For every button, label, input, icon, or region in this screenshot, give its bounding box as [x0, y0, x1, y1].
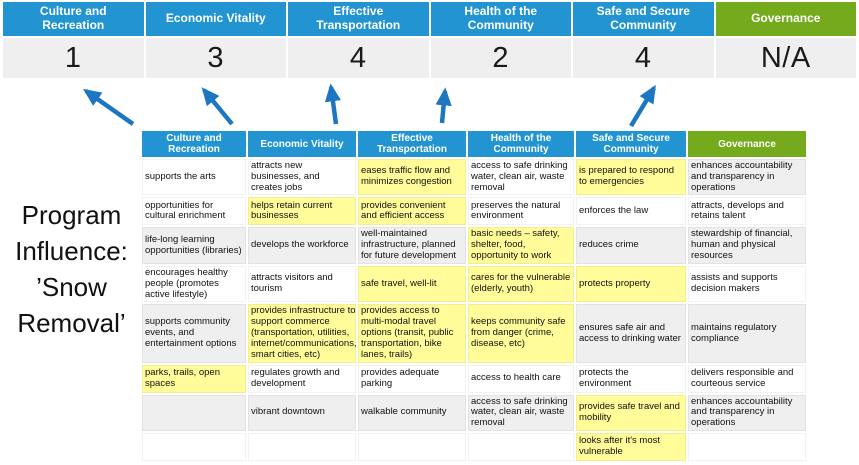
banner-header-culture-and-recreation: Culture and Recreation [3, 2, 144, 36]
matrix-header-effective-transportation: Effective Transportation [358, 131, 466, 157]
matrix-cell-r1-c6: enhances accountability and transparency… [688, 159, 806, 196]
matrix-cell-r5-c4: keeps community safe from danger (crime,… [468, 304, 574, 363]
matrix-header-safe-and-secure-community: Safe and Secure Community [576, 131, 686, 157]
matrix-cell-r6-c4: access to health care [468, 364, 574, 393]
matrix-cell-r1-c3: eases traffic flow and minimizes congest… [358, 159, 466, 196]
matrix-cell-r2-c1: opportunities for cultural enrichment [142, 197, 246, 226]
matrix-cell-r6-c6: delivers responsible and courteous servi… [688, 364, 806, 393]
matrix-cell-r3-c3: well-maintained infrastructure, planned … [358, 227, 466, 264]
matrix-cell-r3-c6: stewardship of financial, human and phys… [688, 227, 806, 264]
summary-header-row: Culture and Recreation Economic Vitality E… [3, 2, 856, 36]
matrix-cell-r8-c2 [248, 433, 356, 462]
score-arrow-3 [324, 83, 341, 125]
matrix-cell-r2-c5: enforces the law [576, 197, 686, 226]
score-arrow-1 [83, 88, 135, 126]
matrix-cell-r7-c3: walkable community [358, 394, 466, 432]
matrix-cell-r4-c1: encourages healthy people (promotes acti… [142, 265, 246, 303]
matrix-cell-r8-c1 [142, 433, 246, 462]
matrix-cell-r8-c3 [358, 433, 466, 462]
matrix-cell-r3-c1: life-long learning opportunities (librar… [142, 227, 246, 264]
matrix-cell-r1-c1: supports the arts [142, 159, 246, 196]
matrix-cell-r2-c6: attracts, develops and retains talent [688, 197, 806, 226]
matrix-cell-r7-c5: provides safe travel and mobility [576, 394, 686, 432]
matrix-cell-r4-c3: safe travel, well-lit [358, 265, 466, 303]
matrix-cell-r3-c5: reduces crime [576, 227, 686, 264]
matrix-cell-r3-c2: develops the workforce [248, 227, 356, 264]
matrix-cell-r7-c4: access to safe drinking water, clean air… [468, 394, 574, 432]
summary-score-row: 1 3 4 2 4 N/A [3, 38, 856, 78]
matrix-cell-r6-c2: regulates growth and development [248, 364, 356, 393]
matrix-cell-r4-c2: attracts visitors and tourism [248, 265, 356, 303]
matrix-cell-r7-c2: vibrant downtown [248, 394, 356, 432]
matrix-cell-r1-c2: attracts new businesses, and creates job… [248, 159, 356, 196]
score-economic-vitality: 3 [145, 38, 286, 78]
matrix-cell-r8-c4 [468, 433, 574, 462]
matrix-cell-r7-c6: enhances accountability and transparency… [688, 394, 806, 432]
matrix-cell-r4-c6: assists and supports decision makers [688, 265, 806, 303]
matrix-cell-r4-c4: cares for the vulnerable (elderly, youth… [468, 265, 574, 303]
matrix-cell-r8-c6 [688, 433, 806, 462]
matrix-cell-r8-c5: looks after it's most vulnerable [576, 433, 686, 462]
matrix-cell-r2-c2: helps retain current businesses [248, 197, 356, 226]
score-arrow-2 [201, 87, 234, 126]
matrix-cell-r5-c6: maintains regulatory compliance [688, 304, 806, 363]
matrix-cell-r7-c1 [142, 394, 246, 432]
matrix-cell-r5-c5: ensures safe air and access to drinking … [576, 304, 686, 363]
matrix-header-governance: Governance [688, 131, 806, 157]
matrix-cell-r6-c3: provides adequate parking [358, 364, 466, 393]
matrix-cell-r1-c5: is prepared to respond to emergencies [576, 159, 686, 196]
score-health-of-the-community: 2 [430, 38, 571, 78]
matrix-cell-r1-c4: access to safe drinking water, clean air… [468, 159, 574, 196]
matrix-cell-r2-c4: preserves the natural environment [468, 197, 574, 226]
banner-header-safe-and-secure-community: Safe and Secure Community [573, 2, 714, 36]
banner-header-governance: Governance [715, 2, 856, 36]
matrix-cell-r6-c5: protects the environment [576, 364, 686, 393]
score-arrow-5 [629, 84, 656, 128]
matrix-cell-r2-c3: provides convenient and efficient access [358, 197, 466, 226]
matrix-cell-r5-c1: supports community events, and entertain… [142, 304, 246, 363]
matrix-cell-r3-c4: basic needs – safety, shelter, food, opp… [468, 227, 574, 264]
score-culture-and-recreation: 1 [3, 38, 144, 78]
matrix-header-culture-and-recreation: Culture and Recreation [142, 131, 246, 157]
banner-header-effective-transportation: Effective Transportation [288, 2, 429, 36]
matrix-header-economic-vitality: Economic Vitality [248, 131, 356, 157]
matrix-cell-r4-c5: protects property [576, 265, 686, 303]
score-safe-and-secure-community: 4 [573, 38, 714, 78]
matrix-header-health-of-the-community: Health of the Community [468, 131, 574, 157]
score-arrow-4 [435, 87, 452, 124]
score-effective-transportation: 4 [288, 38, 429, 78]
program-influence-label: Program Influence: ’Snow Removal’ [15, 200, 128, 338]
matrix-cell-r6-c1: parks, trails, open spaces [142, 364, 246, 393]
matrix-cell-r5-c2: provides infrastructure to support comme… [248, 304, 357, 363]
matrix-cell-r5-c3: provides access to multi-modal travel op… [358, 304, 466, 363]
score-governance: N/A [715, 38, 856, 78]
priority-matrix-table: Culture and Recreation Economic Vitality E… [142, 131, 806, 462]
banner-header-health-of-the-community: Health of the Community [430, 2, 571, 36]
banner-header-economic-vitality: Economic Vitality [145, 2, 286, 36]
